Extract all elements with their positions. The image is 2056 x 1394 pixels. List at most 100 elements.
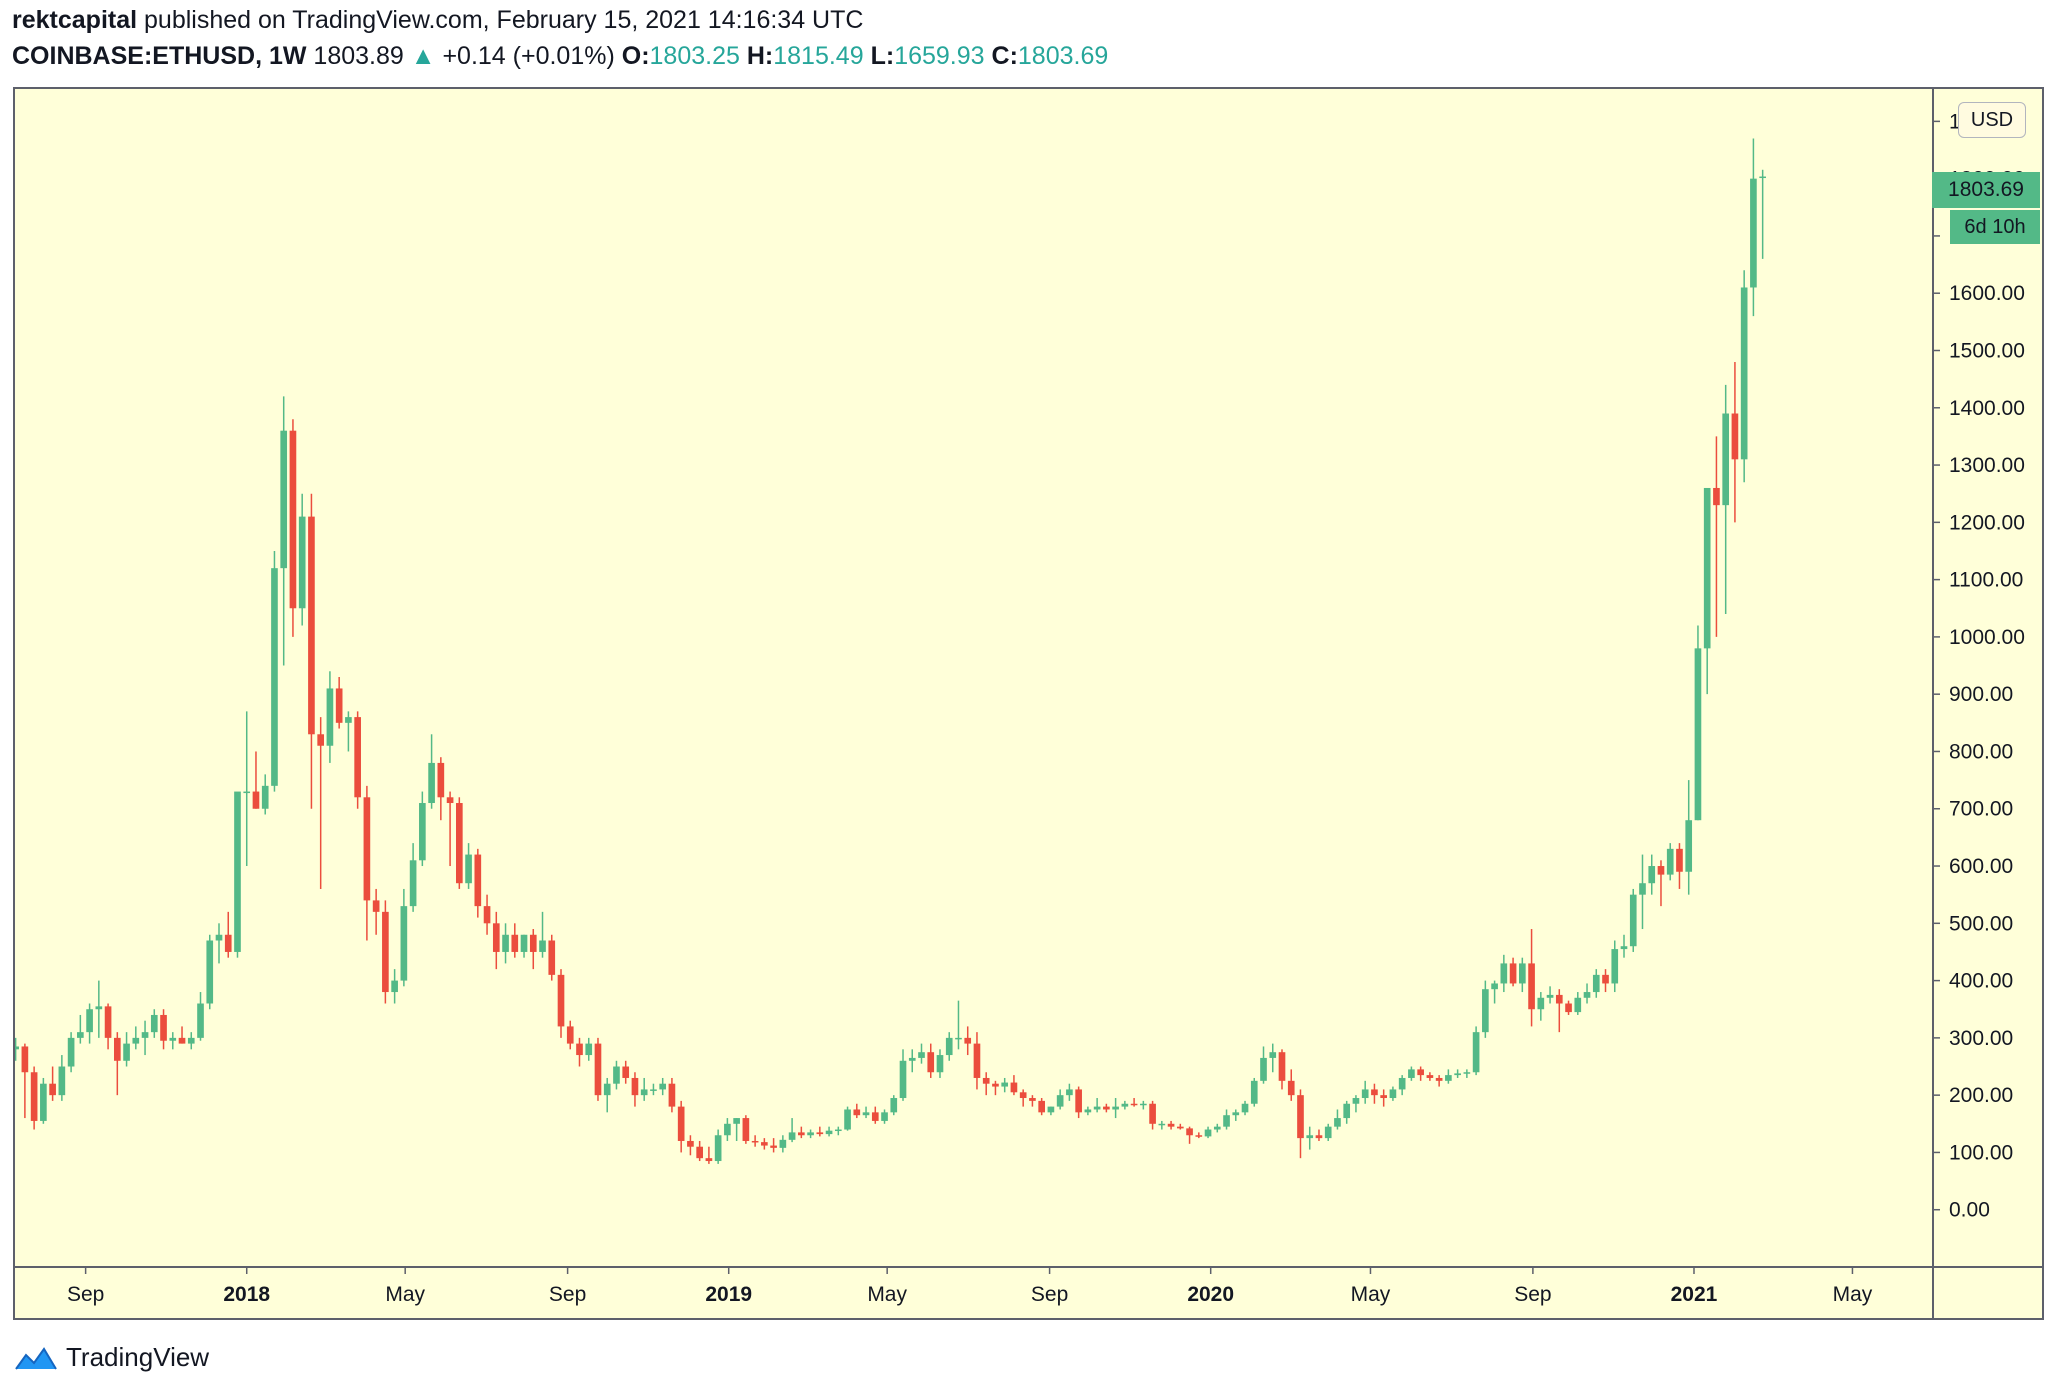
time-tick-label: May	[1833, 1283, 1873, 1306]
candle-2019-09-02	[1047, 1106, 1055, 1116]
published-text: published on TradingView.com, February 1…	[144, 6, 864, 34]
candle-body	[1676, 848, 1683, 872]
candle-2021-01-18	[1713, 436, 1720, 637]
candle-2017-07-10	[13, 1037, 19, 1061]
candle-body	[816, 1132, 824, 1135]
candle-2020-04-20	[1352, 1095, 1360, 1113]
candle-body	[631, 1077, 639, 1096]
candle-2020-03-30	[1324, 1123, 1332, 1141]
candle-2019-06-10	[936, 1049, 944, 1078]
candle-body	[1038, 1100, 1045, 1113]
candle-2019-05-06	[890, 1095, 898, 1116]
candle-2019-05-13	[899, 1049, 907, 1101]
candle-body	[650, 1089, 657, 1091]
candle-body	[1352, 1098, 1360, 1104]
time-tick-label: 2018	[223, 1283, 270, 1306]
candle-2018-02-12	[298, 493, 306, 626]
candle-body	[539, 940, 546, 952]
candle-2017-08-14	[58, 1055, 66, 1101]
candle-2018-01-01	[243, 711, 251, 867]
price-tick-label: 100.00	[1949, 1141, 2013, 1164]
candle-2020-08-10	[1500, 954, 1508, 993]
candle-2019-10-14	[1103, 1103, 1110, 1113]
candle-body	[1740, 287, 1748, 460]
candle-2021-01-11	[1703, 487, 1711, 695]
candle-body	[1084, 1109, 1092, 1113]
candle-body	[1666, 848, 1674, 875]
time-axis-labels: Sep 2018 May Sep 2019 May Sep 2020 May Sep 2021 May	[67, 1267, 1873, 1306]
candle-body	[788, 1132, 796, 1140]
candle-body	[1380, 1095, 1388, 1099]
candle-2019-04-01	[844, 1106, 851, 1131]
candle-2020-04-27	[1361, 1080, 1369, 1104]
candle-body	[67, 1037, 75, 1067]
candle-2019-10-07	[1093, 1098, 1101, 1113]
candle-body	[132, 1037, 140, 1044]
candlestick-chart[interactable]: 0.00 100.00 200.00 300.00 400.00 500.00 600.00…	[13, 87, 2044, 1320]
candle-body	[1223, 1115, 1230, 1127]
candle-2020-03-02	[1287, 1069, 1295, 1101]
candle-2021-02-22	[1759, 169, 1766, 259]
candle-2020-11-30	[1648, 854, 1656, 895]
candle-body	[1186, 1128, 1193, 1136]
candle-body	[326, 688, 334, 746]
candle-2020-07-13	[1463, 1069, 1471, 1078]
candle-body	[400, 906, 408, 981]
candle-2017-09-04	[86, 1003, 93, 1044]
candle-2018-03-05	[326, 671, 334, 763]
candle-2017-09-18	[104, 1003, 112, 1050]
candle-2017-07-31	[40, 1077, 47, 1124]
candle-body	[1648, 866, 1656, 884]
candle-2019-11-11	[1140, 1100, 1147, 1110]
candle-2019-04-08	[853, 1103, 861, 1119]
candle-2020-07-06	[1454, 1069, 1461, 1078]
change-up-arrow-icon: ▲	[410, 42, 436, 70]
price-tick-label: 1500.00	[1949, 339, 2025, 362]
candle-body	[1103, 1106, 1110, 1110]
candle-body	[141, 1032, 149, 1038]
candle-body	[1657, 866, 1665, 875]
candle-body	[1056, 1095, 1064, 1107]
close-label: C:	[991, 42, 1018, 70]
candle-2020-02-10	[1260, 1046, 1267, 1084]
symbol-label[interactable]: COINBASE:ETHUSD, 1W	[12, 42, 307, 70]
candle-2020-10-19	[1592, 969, 1600, 998]
candle-body	[687, 1140, 694, 1147]
price-tick-label: 1100.00	[1949, 569, 2023, 592]
candle-body	[890, 1098, 898, 1113]
tradingview-brand[interactable]: TradingView	[66, 1342, 210, 1372]
candle-body	[437, 762, 445, 798]
price-tick-label: 1300.00	[1949, 454, 2025, 477]
author-name[interactable]: rektcapital	[12, 6, 138, 34]
candle-body	[566, 1026, 574, 1044]
candle-2020-02-24	[1278, 1049, 1286, 1090]
candle-body	[1713, 487, 1720, 506]
candle-body	[1731, 413, 1739, 460]
candle-body	[1232, 1112, 1240, 1116]
high-value: 1815.49	[773, 42, 864, 70]
candle-body	[1555, 994, 1563, 1004]
candle-body	[465, 854, 472, 884]
candle-2019-04-22	[871, 1106, 879, 1124]
candle-2018-11-12	[659, 1077, 667, 1096]
candle-body	[1149, 1103, 1156, 1124]
high-label: H:	[746, 42, 774, 70]
candle-2017-10-23	[150, 1009, 158, 1038]
candle-2018-06-25	[474, 848, 482, 918]
candle-body	[113, 1037, 121, 1061]
candle-2020-12-28	[1685, 780, 1693, 895]
candle-body	[1509, 963, 1517, 984]
candle-body	[1269, 1052, 1277, 1058]
symbol-info-bar: COINBASE:ETHUSD, 1W 1803.89 ▲ +0.14 (+0.…	[12, 42, 1108, 71]
candle-2017-10-02	[123, 1032, 130, 1067]
currency-selector[interactable]: USD	[1958, 102, 2026, 138]
close-value: 1803.69	[1017, 42, 1109, 70]
candle-body	[603, 1083, 611, 1096]
candle-body	[1334, 1118, 1341, 1127]
candle-body	[40, 1083, 47, 1121]
candle-body	[724, 1123, 731, 1136]
candle-2019-01-28	[761, 1138, 768, 1150]
candle-2018-08-06	[529, 929, 537, 970]
candle-body	[1075, 1089, 1082, 1113]
candle-body	[1121, 1103, 1129, 1107]
